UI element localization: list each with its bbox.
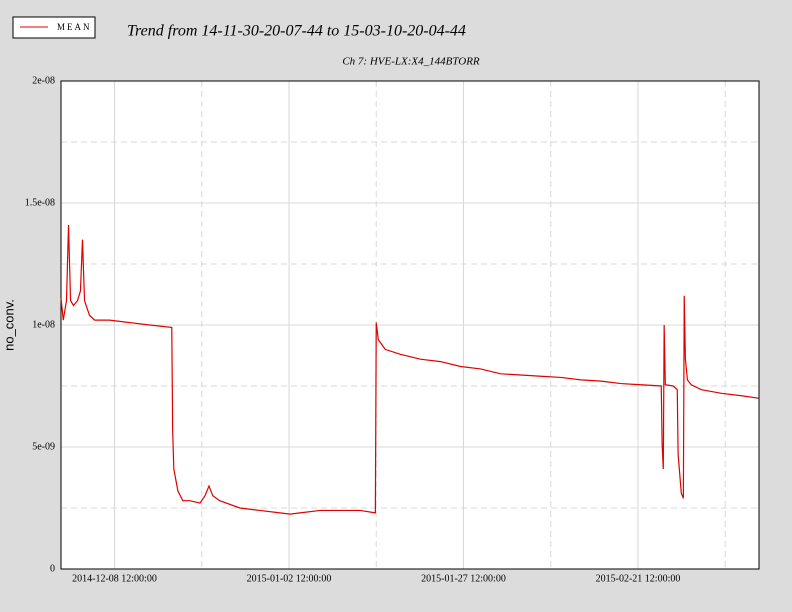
x-tick-label: 2014-12-08 12:00:00 [72,573,157,584]
y-tick-label: 5e-09 [32,441,55,452]
legend-label: MEAN [57,22,92,32]
legend-box [12,16,96,39]
x-tick-label: 2015-02-21 12:00:00 [596,573,681,584]
y-axis-label: no_conv. [1,299,16,351]
y-tick-label: 2e-08 [32,75,55,86]
y-tick-label: 1e-08 [32,319,55,330]
data-line [60,224,759,515]
x-tick-label: 2015-01-27 12:00:00 [421,573,506,584]
plot-frame [60,80,760,570]
y-tick-label: 1.5e-08 [25,197,55,208]
chart-subtitle: Ch 7: HVE-LX:X4_144BTORR [342,56,480,68]
y-tick-label: 0 [50,563,55,574]
chart-title: Trend from 14-11-30-20-07-44 to 15-03-10… [127,23,466,40]
x-tick-label: 2015-01-02 12:00:00 [247,573,332,584]
